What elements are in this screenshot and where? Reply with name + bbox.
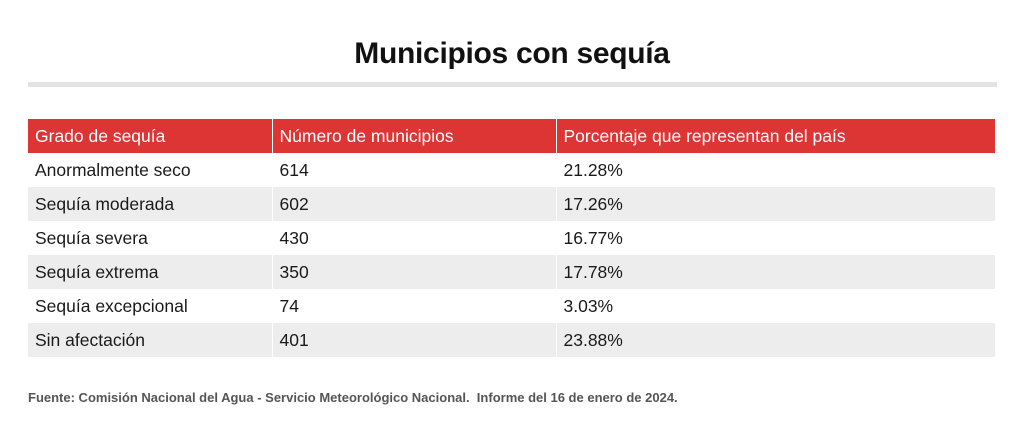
cell-porcentaje: 3.03% <box>555 289 995 323</box>
cell-grado: Sin afectación <box>28 323 272 357</box>
cell-grado: Sequía excepcional <box>28 289 272 323</box>
table-row: Sin afectación 401 23.88% <box>28 323 995 357</box>
cell-numero: 74 <box>271 289 556 323</box>
cell-grado: Sequía extrema <box>28 255 272 289</box>
cell-numero: 614 <box>271 153 556 187</box>
cell-grado: Sequía severa <box>28 221 272 255</box>
page-title: Municipios con sequía <box>354 37 670 70</box>
cell-numero: 602 <box>271 187 556 221</box>
column-header-grado: Grado de sequía <box>28 119 272 153</box>
cell-porcentaje: 17.78% <box>555 255 995 289</box>
table-row: Sequía severa 430 16.77% <box>28 221 995 255</box>
cell-porcentaje: 23.88% <box>555 323 995 357</box>
cell-numero: 430 <box>271 221 556 255</box>
table-header: Grado de sequía Número de municipios Por… <box>28 119 995 153</box>
cell-porcentaje: 16.77% <box>555 221 995 255</box>
table-body: Anormalmente seco 614 21.28% Sequía mode… <box>28 153 995 357</box>
drought-table: Grado de sequía Número de municipios Por… <box>28 119 995 357</box>
cell-porcentaje: 17.26% <box>555 187 995 221</box>
table-row: Sequía excepcional 74 3.03% <box>28 289 995 323</box>
cell-porcentaje: 21.28% <box>555 153 995 187</box>
source-note: Fuente: Comisión Nacional del Agua - Ser… <box>28 390 678 405</box>
cell-numero: 401 <box>271 323 556 357</box>
table-row: Sequía extrema 350 17.78% <box>28 255 995 289</box>
header-row: Grado de sequía Número de municipios Por… <box>28 119 995 153</box>
cell-grado: Sequía moderada <box>28 187 272 221</box>
cell-numero: 350 <box>271 255 556 289</box>
column-header-numero: Número de municipios <box>271 119 556 153</box>
column-header-porcentaje: Porcentaje que representan del país <box>555 119 995 153</box>
table-row: Sequía moderada 602 17.26% <box>28 187 995 221</box>
cell-grado: Anormalmente seco <box>28 153 272 187</box>
title-divider <box>28 82 997 87</box>
table-row: Anormalmente seco 614 21.28% <box>28 153 995 187</box>
